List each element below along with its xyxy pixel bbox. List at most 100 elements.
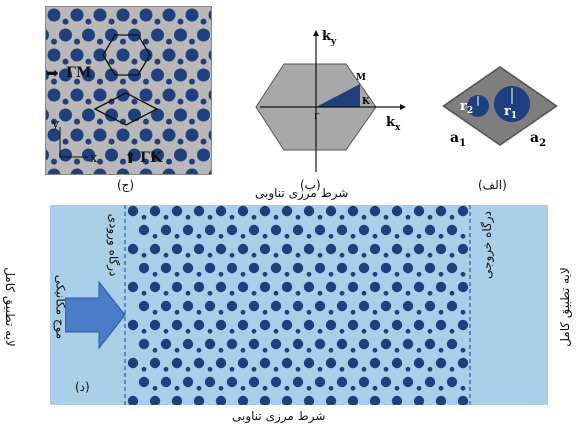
inclusion-large: [391, 281, 403, 293]
inclusion-large: [171, 281, 183, 293]
inclusion-large: [358, 338, 370, 350]
inclusion-large: [446, 376, 458, 388]
inclusion-small: [405, 214, 411, 220]
inclusion-large: [59, 108, 72, 122]
inclusion-large: [47, 8, 61, 22]
inclusion-small: [295, 252, 301, 258]
inclusion-small: [438, 309, 444, 315]
inclusion-large: [281, 357, 293, 369]
inclusion-large: [413, 357, 425, 369]
inclusion-large: [270, 338, 282, 350]
inclusion-large: [413, 281, 425, 293]
inclusion-large: [270, 262, 282, 274]
xy-axes: [59, 127, 88, 158]
inclusion-large: [193, 395, 205, 407]
inclusion-small: [449, 328, 455, 334]
inclusion-large: [182, 376, 194, 388]
inclusion-small: [141, 328, 147, 334]
inclusion-large: [347, 243, 359, 255]
inclusion-large: [149, 205, 161, 217]
inclusion-large: [259, 395, 271, 407]
label-a1: a1: [450, 130, 466, 149]
inclusion-large: [325, 395, 337, 407]
inclusion-small: [152, 309, 158, 315]
inclusion-large: [270, 224, 282, 236]
inclusion-large: [127, 319, 139, 331]
inclusion-large: [193, 319, 205, 331]
inclusion-small: [200, 98, 207, 105]
point-k: K: [362, 97, 371, 107]
inclusion-small: [383, 252, 389, 258]
inclusion-small: [427, 214, 433, 220]
panel-c-label-gamma-k: ΓK: [140, 150, 163, 166]
inclusion-large: [36, 148, 49, 162]
inclusion-small: [74, 78, 80, 85]
inclusion-small: [196, 233, 202, 239]
panel-b-brillouin-zone: ky kx M K Γ: [255, 29, 406, 172]
inclusion-large: [171, 205, 183, 217]
inclusion-large: [402, 338, 414, 350]
inclusion-small: [218, 233, 224, 239]
inclusion-small: [328, 385, 334, 391]
inclusion-small: [372, 271, 378, 277]
inclusion-large: [226, 262, 238, 274]
inclusion-large: [325, 319, 337, 331]
inclusion-small: [262, 347, 268, 353]
inclusion-small: [207, 290, 213, 296]
panel-a-caption: (الف): [478, 178, 507, 192]
inclusion-small: [361, 328, 367, 334]
inclusion-large: [151, 108, 164, 122]
inclusion-small: [306, 233, 312, 239]
inclusion-large: [185, 128, 199, 142]
inclusion-large: [160, 300, 172, 312]
inclusion-large: [402, 262, 414, 274]
inclusion-large: [457, 319, 469, 331]
panel-c-axis-x: x: [90, 151, 98, 166]
inclusion-large: [174, 28, 187, 42]
inclusion-small: [141, 366, 147, 372]
inclusion-small: [372, 309, 378, 315]
inclusion-small: [405, 252, 411, 258]
inclusion-small: [383, 366, 389, 372]
inclusion-large: [391, 319, 403, 331]
inclusion-large: [413, 395, 425, 407]
inclusion-small: [143, 118, 149, 125]
inclusion-small: [120, 78, 126, 85]
inclusion-large: [303, 205, 315, 217]
inclusion-small: [240, 233, 246, 239]
inclusion-large: [281, 205, 293, 217]
inclusion-small: [196, 309, 202, 315]
inclusion-large: [139, 8, 153, 22]
inclusion-small: [273, 290, 279, 296]
inclusion-small: [163, 328, 169, 334]
inclusion-large: [369, 281, 381, 293]
output-port-label: درگاه خروجی: [479, 211, 494, 279]
inclusion-large: [424, 224, 436, 236]
inclusion-large: [402, 376, 414, 388]
inclusion-small: [350, 347, 356, 353]
inclusion-small: [317, 214, 323, 220]
inclusion-large: [162, 48, 176, 62]
inclusion-large: [197, 108, 210, 122]
inclusion-small: [460, 309, 466, 315]
inclusion-small: [240, 309, 246, 315]
inclusion-small: [154, 58, 161, 65]
inclusion-large: [93, 48, 107, 62]
inclusion-small: [438, 271, 444, 277]
inclusion-small: [251, 366, 257, 372]
inclusion-large: [36, 108, 49, 122]
inclusion-large: [336, 224, 348, 236]
inclusion-large: [208, 8, 222, 22]
inclusion-small: [143, 78, 149, 85]
inclusion-large: [248, 376, 260, 388]
inclusion-small: [394, 347, 400, 353]
inclusion-small: [361, 366, 367, 372]
inclusion-large: [193, 243, 205, 255]
inclusion-large: [281, 319, 293, 331]
inclusion-large: [292, 300, 304, 312]
inclusion-small: [207, 252, 213, 258]
inclusion-large: [138, 376, 150, 388]
inclusion-large: [82, 68, 95, 82]
inclusion-small: [62, 18, 69, 25]
inclusion-large: [138, 262, 150, 274]
